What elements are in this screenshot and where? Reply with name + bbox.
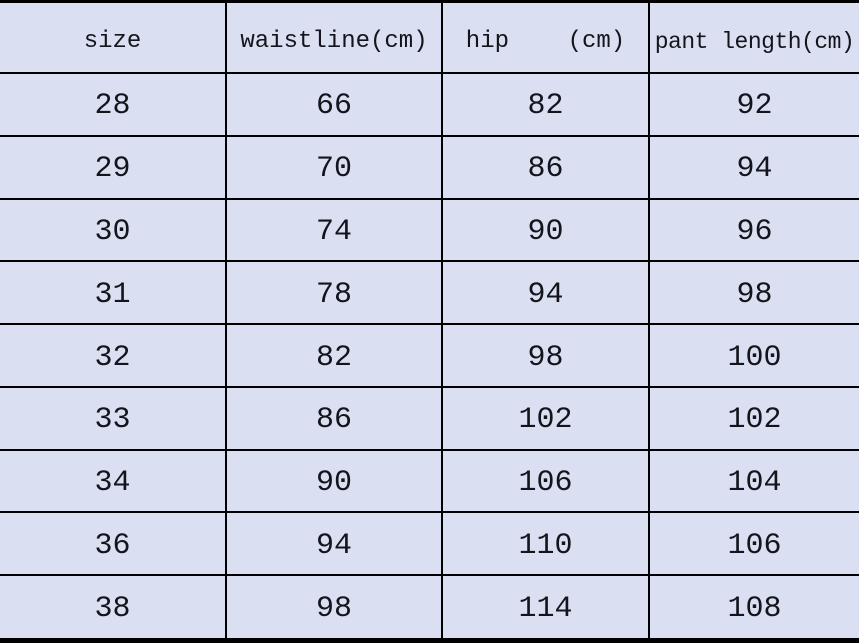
table-cell-waistline: 90 xyxy=(226,449,443,514)
table-cell-size: 30 xyxy=(0,198,227,263)
table-cell-waistline: 66 xyxy=(226,73,443,137)
table-cell-pant-length: 92 xyxy=(649,73,859,137)
table-cell-hip: 106 xyxy=(442,449,650,514)
table-cell-size: 36 xyxy=(0,512,227,577)
table-cell-size: 29 xyxy=(0,135,227,200)
header-cell-waistline: waistline(cm) xyxy=(226,1,443,74)
table-cell-pant-length: 96 xyxy=(649,198,859,263)
table-row: 30 74 90 96 xyxy=(0,198,859,263)
table-cell-pant-length: 98 xyxy=(649,261,859,326)
table-body: 28 66 82 92 29 70 86 94 30 74 90 96 31 7… xyxy=(0,73,859,641)
table-cell-hip: 90 xyxy=(442,198,650,263)
table-cell-size: 34 xyxy=(0,449,227,514)
header-row: size waistline(cm) hip (cm) pant length(… xyxy=(0,1,859,74)
table-cell-waistline: 86 xyxy=(226,386,443,451)
table-row: 33 86 102 102 xyxy=(0,386,859,451)
table-row: 34 90 106 104 xyxy=(0,449,859,514)
table-cell-waistline: 78 xyxy=(226,261,443,326)
table-cell-waistline: 94 xyxy=(226,512,443,577)
table-cell-waistline: 74 xyxy=(226,198,443,263)
header-cell-pant-length: pant length(cm) xyxy=(649,1,859,74)
table-row: 32 82 98 100 xyxy=(0,324,859,388)
table-cell-waistline: 98 xyxy=(226,575,443,641)
table-row: 28 66 82 92 xyxy=(0,73,859,137)
table-cell-hip: 102 xyxy=(442,386,650,451)
table-row: 29 70 86 94 xyxy=(0,135,859,200)
table-cell-hip: 94 xyxy=(442,261,650,326)
table-cell-hip: 86 xyxy=(442,135,650,200)
table-cell-waistline: 70 xyxy=(226,135,443,200)
header-cell-size: size xyxy=(0,1,227,74)
table-cell-size: 31 xyxy=(0,261,227,326)
table-cell-pant-length: 100 xyxy=(649,324,859,388)
table-row: 31 78 94 98 xyxy=(0,261,859,326)
table-cell-hip: 114 xyxy=(442,575,650,641)
table-cell-hip: 98 xyxy=(442,324,650,388)
table-cell-pant-length: 108 xyxy=(727,592,782,627)
table-cell-hip: 110 xyxy=(442,512,650,577)
table-cell-pant-length: 94 xyxy=(649,135,859,200)
table-cell-pant-length: 104 xyxy=(649,449,859,514)
table-cell-hip: 82 xyxy=(442,73,650,137)
table-cell-pant-length: 102 xyxy=(649,386,859,451)
table-cell-waistline: 82 xyxy=(226,324,443,388)
table-row: 38 98 114 108 xyxy=(0,575,859,641)
table-header: size waistline(cm) hip (cm) pant length(… xyxy=(0,1,859,74)
header-cell-hip: hip (cm) xyxy=(442,1,650,74)
table-cell-size: 33 xyxy=(0,386,227,451)
table-cell-size: 32 xyxy=(0,324,227,388)
table-cell-pant-length: 106 xyxy=(649,512,859,577)
table-cell-size: 28 xyxy=(0,73,227,137)
table-row: 36 94 110 106 xyxy=(0,512,859,577)
table-cell-size: 38 xyxy=(0,575,227,641)
